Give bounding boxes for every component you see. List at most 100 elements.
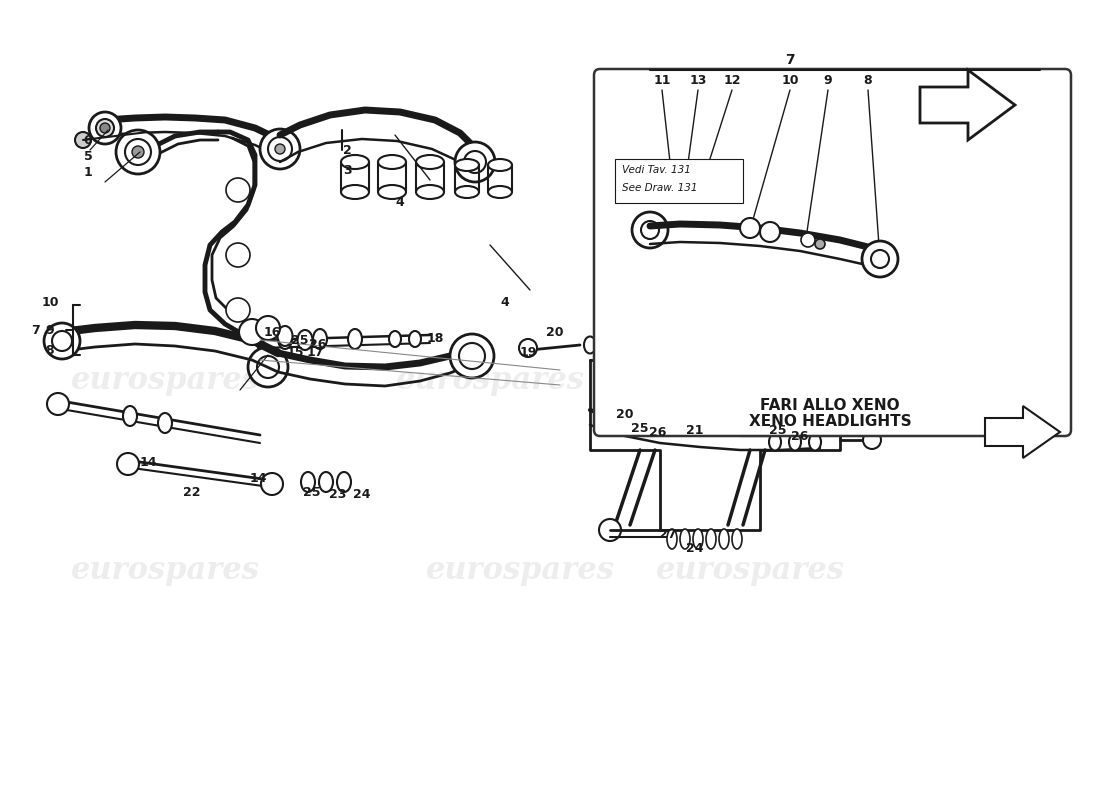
Circle shape (268, 137, 292, 161)
Ellipse shape (297, 330, 312, 350)
Text: 25: 25 (769, 423, 786, 437)
Circle shape (239, 319, 265, 345)
Circle shape (600, 519, 621, 541)
Circle shape (89, 112, 121, 144)
Text: 3: 3 (343, 163, 351, 177)
Text: 6: 6 (84, 134, 92, 146)
Ellipse shape (389, 331, 402, 347)
Text: 16: 16 (263, 326, 280, 339)
Ellipse shape (649, 409, 661, 426)
Text: 21: 21 (686, 423, 704, 437)
Text: 24: 24 (353, 489, 371, 502)
Text: 10: 10 (781, 74, 799, 86)
Ellipse shape (629, 409, 641, 426)
Ellipse shape (341, 155, 368, 169)
Circle shape (740, 218, 760, 238)
Ellipse shape (488, 186, 512, 198)
FancyBboxPatch shape (615, 159, 743, 203)
Ellipse shape (409, 331, 421, 347)
Circle shape (248, 347, 288, 387)
Text: 8: 8 (46, 345, 54, 358)
Circle shape (257, 356, 279, 378)
Text: 11: 11 (653, 74, 671, 86)
Ellipse shape (337, 472, 351, 492)
Ellipse shape (319, 472, 333, 492)
Circle shape (100, 123, 110, 133)
Text: eurospares: eurospares (396, 365, 584, 395)
Text: XENO HEADLIGHTS: XENO HEADLIGHTS (749, 414, 911, 430)
Circle shape (261, 473, 283, 495)
Text: 17: 17 (306, 346, 323, 359)
Text: eurospares: eurospares (656, 554, 845, 586)
Text: eurospares: eurospares (70, 554, 260, 586)
Circle shape (47, 393, 69, 415)
Circle shape (256, 316, 280, 340)
Text: 7: 7 (31, 323, 40, 337)
Ellipse shape (680, 529, 690, 549)
Text: 1: 1 (84, 166, 92, 178)
Ellipse shape (609, 409, 622, 426)
Text: eurospares: eurospares (426, 554, 615, 586)
Circle shape (226, 178, 250, 202)
Text: 22: 22 (184, 486, 200, 498)
Circle shape (815, 239, 825, 249)
Text: 7: 7 (785, 53, 795, 67)
Text: 25: 25 (631, 422, 649, 434)
Text: See Draw. 131: See Draw. 131 (621, 183, 697, 193)
Circle shape (75, 132, 91, 148)
Text: 26: 26 (649, 426, 667, 438)
Text: 14: 14 (250, 471, 266, 485)
Ellipse shape (769, 434, 781, 450)
Ellipse shape (158, 413, 172, 433)
Ellipse shape (455, 159, 478, 171)
Ellipse shape (455, 186, 478, 198)
Ellipse shape (719, 529, 729, 549)
Circle shape (862, 241, 898, 277)
Text: 23: 23 (329, 489, 346, 502)
Text: 26: 26 (791, 430, 808, 442)
Text: 20: 20 (616, 409, 634, 422)
Text: 4: 4 (396, 195, 405, 209)
Text: FARI ALLO XENO: FARI ALLO XENO (760, 398, 900, 413)
Text: Vedi Tav. 131: Vedi Tav. 131 (621, 165, 691, 175)
Text: 5: 5 (84, 150, 92, 162)
Text: 15: 15 (286, 346, 304, 359)
Text: eurospares: eurospares (70, 365, 260, 395)
Ellipse shape (123, 406, 138, 426)
Text: 27: 27 (659, 529, 676, 542)
Text: 13: 13 (690, 74, 706, 86)
Ellipse shape (378, 155, 406, 169)
Text: eurospares: eurospares (656, 365, 845, 395)
Circle shape (450, 334, 494, 378)
Circle shape (132, 146, 144, 158)
Circle shape (632, 212, 668, 248)
Ellipse shape (278, 329, 292, 349)
Ellipse shape (706, 529, 716, 549)
Ellipse shape (488, 159, 512, 171)
Circle shape (275, 144, 285, 154)
Text: 14: 14 (140, 455, 156, 469)
Text: 26: 26 (309, 338, 327, 351)
Circle shape (801, 233, 815, 247)
Circle shape (464, 151, 486, 173)
Text: 8: 8 (864, 74, 872, 86)
FancyBboxPatch shape (594, 69, 1071, 436)
Circle shape (226, 298, 250, 322)
Circle shape (519, 339, 537, 357)
Ellipse shape (378, 185, 406, 199)
Text: 10: 10 (42, 297, 58, 310)
Ellipse shape (348, 329, 362, 349)
Circle shape (116, 130, 160, 174)
Ellipse shape (416, 155, 444, 169)
Circle shape (226, 243, 250, 267)
Circle shape (44, 323, 80, 359)
Polygon shape (920, 70, 1015, 140)
Ellipse shape (693, 529, 703, 549)
Text: 2: 2 (342, 143, 351, 157)
Circle shape (96, 119, 114, 137)
Text: 4: 4 (500, 295, 509, 309)
Ellipse shape (789, 434, 801, 450)
Circle shape (52, 331, 72, 351)
Ellipse shape (732, 529, 742, 549)
Text: 9: 9 (824, 74, 833, 86)
